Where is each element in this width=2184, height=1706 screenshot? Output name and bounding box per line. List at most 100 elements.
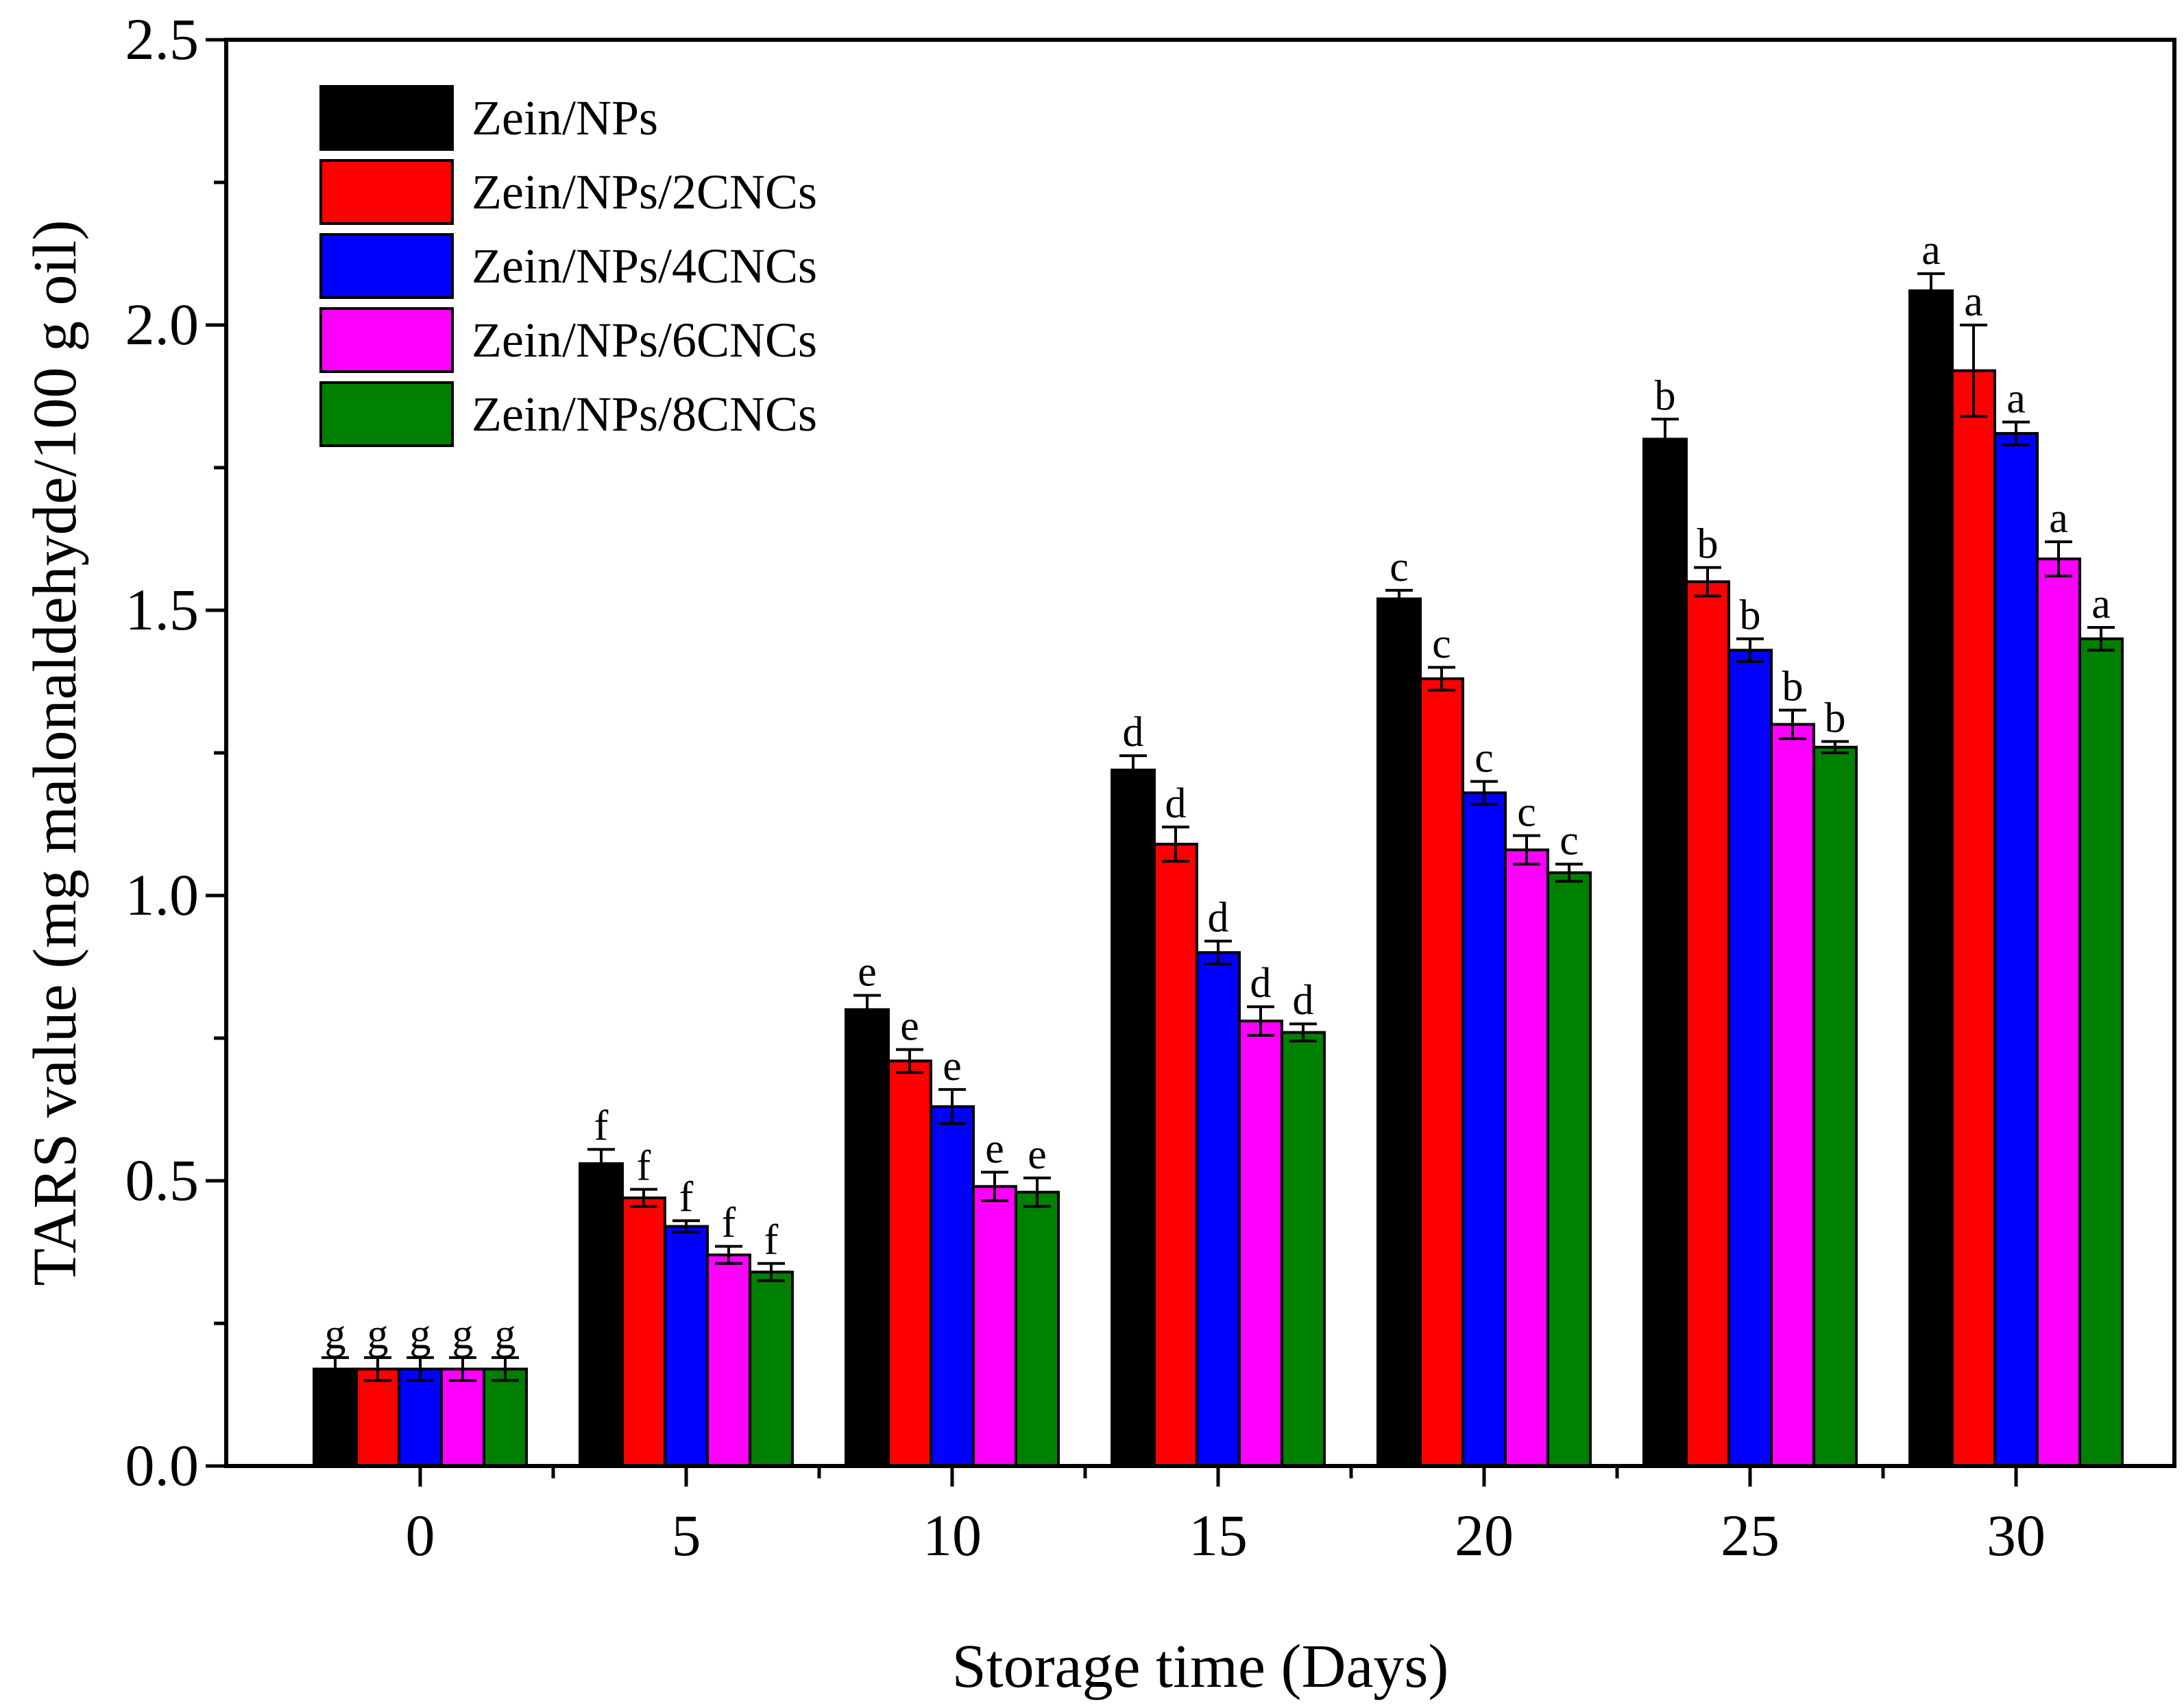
bar-5-day-30 [2078,637,2124,1467]
bar-4-day-20 [1504,848,1549,1467]
bar-5-day-10 [1015,1190,1060,1467]
significance-letter-3-day-0: g [410,1311,431,1358]
bar-1-day-25 [1642,437,1688,1467]
significance-letter-4-day-25: b [1782,664,1804,710]
bar-3-day-0 [398,1367,443,1468]
bar-4-day-0 [440,1367,485,1468]
bar-2-day-15 [1153,843,1198,1467]
significance-letter-3-day-10: e [943,1043,962,1090]
bar-3-day-5 [664,1225,709,1468]
legend-swatch-5 [319,381,454,447]
x-tick-label-25: 25 [1721,1502,1780,1568]
y-tick-label-0.0: 0.0 [125,1432,199,1498]
significance-letter-5-day-0: g [495,1311,516,1358]
bar-1-day-20 [1376,597,1422,1467]
bar-1-day-0 [313,1367,358,1468]
bar-3-day-20 [1461,791,1507,1467]
bar-5-day-15 [1281,1031,1326,1468]
bar-2-day-0 [355,1367,400,1468]
bar-5-day-5 [749,1271,794,1467]
significance-letter-1-day-15: d [1123,709,1144,756]
bar-1-day-10 [845,1008,890,1467]
bar-4-day-25 [1770,723,1815,1467]
significance-letter-3-day-5: f [679,1174,694,1221]
significance-letter-5-day-5: f [764,1217,779,1264]
tick-labels-layer: 0 5 10 15 20 25 30 0.0 0.5 1.0 1.5 2.0 2.5 [125,6,2046,1568]
y-axis-title: TARS value (mg malonaldehyde/100 g oil) [21,219,89,1286]
significance-letter-5-day-20: c [1560,817,1579,864]
bar-4-day-5 [706,1253,751,1468]
legend-label-2: Zein/NPs/2CNCs [472,165,817,219]
significance-letter-2-day-5: f [637,1142,651,1189]
bar-2-day-10 [887,1059,932,1467]
error-bars-layer [321,272,2115,1382]
bar-2-day-25 [1685,580,1730,1467]
y-tick-label-1.0: 1.0 [125,862,199,928]
legend-label-5: Zein/NPs/8CNCs [472,387,817,442]
significance-letter-1-day-10: e [858,949,877,996]
bar-5-day-25 [1812,745,1858,1467]
axis-ticks-layer [206,38,2018,1487]
bar-2-day-5 [621,1196,666,1467]
bar-3-day-30 [1993,432,2039,1468]
y-tick-label-0.5: 0.5 [125,1147,199,1213]
bars-layer [313,289,2124,1468]
significance-letter-1-day-0: g [325,1311,346,1358]
significance-letter-2-day-10: e [900,1003,919,1050]
legend-swatch-2 [319,159,454,225]
significance-letter-1-day-25: b [1655,372,1676,419]
y-tick-label-2.5: 2.5 [125,6,199,72]
x-tick-label-10: 10 [923,1502,982,1568]
bar-5-day-20 [1546,871,1592,1467]
significance-letter-3-day-30: a [2006,375,2026,422]
bar-4-day-15 [1238,1020,1283,1468]
significance-letter-1-day-5: f [594,1103,609,1149]
x-tick-label-20: 20 [1455,1502,1514,1568]
x-tick-label-15: 15 [1189,1502,1248,1568]
significance-letter-5-day-10: e [1028,1131,1047,1178]
bar-1-day-30 [1908,289,1954,1468]
legend: Zein/NPs Zein/NPs/2CNCs Zein/NPs/4CNCs Zein… [319,85,817,447]
significance-letter-2-day-20: c [1432,621,1451,667]
bar-3-day-10 [930,1105,975,1467]
significance-letter-3-day-20: c [1475,735,1494,782]
legend-label-3: Zein/NPs/4CNCs [472,239,817,293]
x-axis-title: Storage time (Days) [952,1633,1449,1701]
significance-letter-5-day-15: d [1293,977,1314,1024]
significance-letter-2-day-30: a [1964,278,1983,325]
significance-letter-4-day-0: g [452,1311,474,1358]
significance-letter-3-day-25: b [1740,592,1761,639]
legend-swatch-4 [319,307,454,373]
bar-4-day-10 [972,1185,1017,1467]
significance-letter-2-day-0: g [367,1311,389,1358]
bar-1-day-15 [1111,768,1156,1467]
significance-letter-4-day-30: a [2049,495,2068,542]
significance-letter-5-day-30: a [2091,581,2111,627]
significance-letter-1-day-20: c [1390,544,1409,590]
legend-swatch-1 [319,85,454,151]
significance-letter-1-day-30: a [1921,227,1941,274]
significance-letter-4-day-15: d [1250,960,1272,1007]
significance-letter-4-day-20: c [1517,789,1536,836]
significance-letter-5-day-25: b [1825,695,1846,741]
bar-3-day-25 [1727,649,1773,1467]
legend-label-1: Zein/NPs [472,91,658,145]
significance-letter-3-day-15: d [1208,895,1229,941]
bar-1-day-5 [579,1162,624,1468]
x-tick-label-5: 5 [672,1502,701,1568]
bar-3-day-15 [1196,951,1241,1467]
bar-4-day-30 [2036,557,2081,1467]
bar-5-day-0 [483,1367,528,1468]
legend-label-4: Zein/NPs/6CNCs [472,313,817,368]
significance-letter-2-day-15: d [1165,780,1187,827]
significance-letter-2-day-25: b [1697,521,1719,568]
x-tick-label-30: 30 [1987,1502,2046,1568]
significance-letter-4-day-10: e [985,1126,1004,1173]
significance-letter-4-day-5: f [722,1200,736,1247]
x-tick-label-0: 0 [406,1502,435,1568]
bar-2-day-30 [1951,369,1996,1467]
y-tick-label-1.5: 1.5 [125,577,199,642]
y-tick-label-2.0: 2.0 [125,291,199,357]
